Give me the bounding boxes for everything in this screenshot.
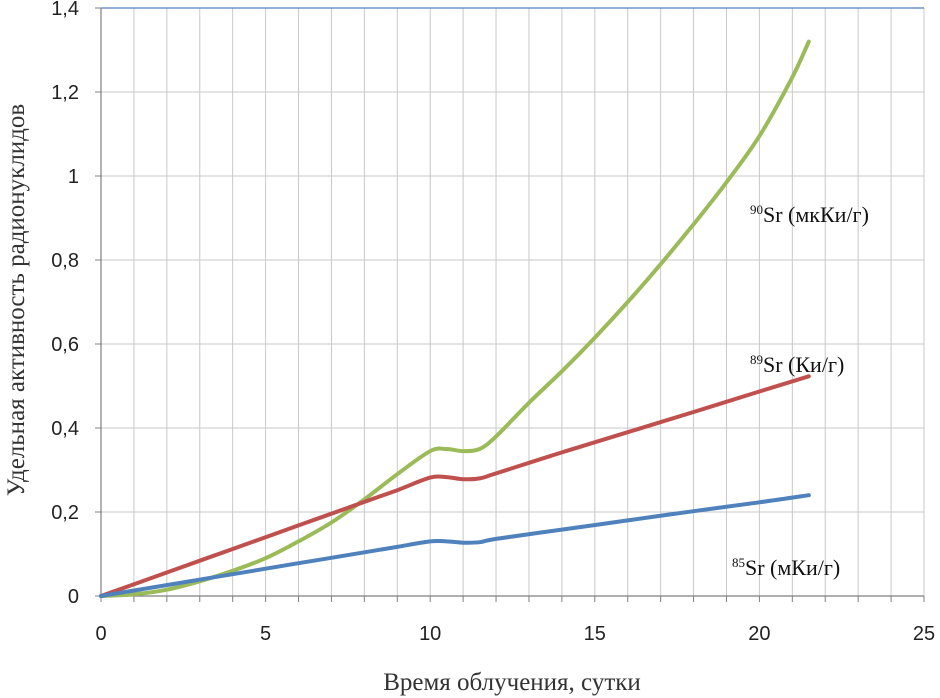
series-lines — [99, 39, 811, 598]
series-label-sr90-text: Sr (мкКи/г) — [763, 202, 869, 227]
series-label-sr89-text: Sr (Ки/г) — [763, 352, 844, 377]
x-tick-label: 0 — [95, 623, 106, 645]
y-tick-label: 0 — [68, 586, 79, 608]
x-tick-label: 5 — [260, 623, 271, 645]
series-label-sr90-mass: 90 — [750, 202, 763, 217]
y-axis-title: Удельная активность радионуклидов — [3, 104, 30, 496]
series-label-sr90: 90Sr (мкКи/г) — [750, 202, 869, 227]
plot-background — [101, 8, 924, 596]
axes — [95, 7, 925, 602]
series-label-sr85: 85Sr (мКи/г) — [732, 555, 840, 580]
y-tick-labels: 0 0,2 0,4 0,6 0,8 1 1,2 1,4 — [51, 0, 79, 608]
y-tick-label: 1,4 — [51, 0, 79, 20]
plot-area — [101, 8, 924, 596]
series-label-sr85-text: Sr (мКи/г) — [745, 555, 840, 580]
x-tick-label: 10 — [419, 623, 441, 645]
x-axis-title: Время облучения, сутки — [383, 669, 641, 696]
y-tick-label: 0,6 — [51, 334, 79, 356]
y-tick-label: 0,8 — [51, 250, 79, 272]
series-line-sr90 — [99, 39, 811, 598]
y-tick-label: 1,2 — [51, 82, 79, 104]
series-label-sr85-mass: 85 — [732, 555, 745, 570]
grid-lines — [101, 7, 925, 596]
x-tick-label: 20 — [748, 623, 770, 645]
x-tick-label: 25 — [913, 623, 935, 645]
x-tick-label: 15 — [584, 623, 606, 645]
series-label-sr89: 89Sr (Ки/г) — [750, 352, 844, 377]
y-tick-label: 0,4 — [51, 418, 79, 440]
series-line-sr85 — [99, 493, 811, 598]
series-label-sr89-mass: 89 — [750, 352, 763, 367]
x-tick-labels: 0 5 10 15 20 25 — [95, 623, 935, 645]
y-tick-label: 1 — [68, 166, 79, 188]
y-tick-label: 0,2 — [51, 502, 79, 524]
series-line-sr89 — [99, 374, 811, 598]
